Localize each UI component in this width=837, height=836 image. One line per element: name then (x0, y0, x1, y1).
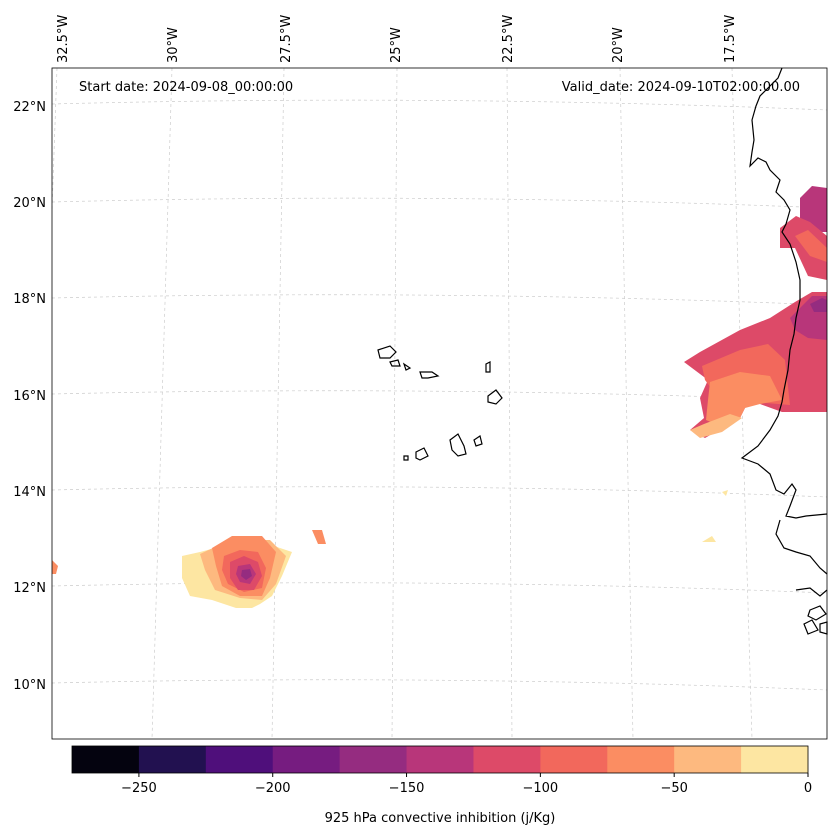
cin-contour-north-light (795, 230, 827, 262)
colorbar-title: 925 hPa convective inhibition (j/Kg) (325, 811, 556, 826)
cin-contour-north-mid (780, 216, 827, 280)
lon-label: 22.5°W (501, 15, 516, 63)
cin-contour-coast-pale (690, 414, 742, 438)
colorbar-swatch (72, 746, 140, 773)
cin-region-coast (684, 186, 827, 542)
gridline-lat-16 (51, 390, 828, 402)
gridline-lon-25 (391, 67, 398, 740)
island-brava (403, 455, 409, 461)
coastline-mauritania-senegal (740, 67, 828, 519)
island-fogo (415, 447, 429, 461)
cin-center-cluster (241, 569, 252, 580)
colorbar-ticks: −250 −200 −150 −100 −50 0 (121, 773, 812, 796)
cin-speck-14n (722, 490, 728, 496)
gridline-lon-30 (151, 67, 173, 740)
gridline-lon-27-5 (271, 67, 285, 740)
cape-verde-islands (377, 345, 503, 461)
cin-speck-cluster-ne (312, 530, 326, 544)
lat-label: 10°N (13, 678, 46, 693)
start-date-label: Start date: 2024-09-08_00:00:00 (79, 80, 293, 95)
lat-label: 12°N (13, 581, 46, 596)
colorbar-swatch (741, 746, 809, 773)
graticule (51, 67, 828, 740)
colorbar-swatch (205, 746, 274, 773)
gridline-lat-12 (51, 582, 828, 594)
colorbar: −250 −200 −150 −100 −50 0 925 hPa convective … (71, 745, 812, 826)
island-santo-antao (377, 345, 397, 359)
lon-label: 20°W (611, 27, 626, 63)
lat-label: 14°N (13, 485, 46, 500)
colorbar-swatches (72, 746, 809, 773)
colorbar-tick-label: −100 (523, 781, 559, 796)
gridline-lat-10 (51, 679, 828, 691)
island-santiago (449, 433, 467, 457)
map-background (52, 68, 827, 739)
island-maio (473, 435, 483, 447)
colorbar-swatch (339, 746, 408, 773)
gridline-lon-17-5 (731, 67, 753, 740)
coastline-islands-south (795, 587, 828, 635)
cin-speck-cluster-w (52, 560, 58, 574)
colorbar-swatch (607, 746, 675, 773)
lon-label: 32.5°W (56, 15, 71, 63)
coastline-west-africa (740, 67, 828, 635)
coastline-gambia-guinea-bissau (775, 519, 828, 575)
colorbar-tick-label: −250 (121, 781, 157, 796)
lon-axis: 32.5°W 30°W 27.5°W 25°W 22.5°W 20°W 17.5… (56, 15, 738, 63)
cin-contour-coast-light (706, 372, 782, 426)
gridline-lon-22-5 (506, 67, 513, 740)
colorbar-swatch (406, 746, 474, 773)
lat-label: 22°N (13, 100, 46, 115)
lat-label: 18°N (13, 292, 46, 307)
colorbar-tick-label: −150 (389, 781, 425, 796)
colorbar-swatch (674, 746, 742, 773)
colorbar-swatch (138, 746, 207, 773)
colorbar-frame (71, 745, 809, 774)
island-sal (485, 361, 491, 373)
colorbar-tick-label: −200 (255, 781, 291, 796)
lon-label: 30°W (166, 27, 181, 63)
colorbar-tick-label: 0 (804, 781, 812, 796)
lat-label: 20°N (13, 196, 46, 211)
island-sao-vicente (389, 359, 401, 367)
lat-axis: 22°N 20°N 18°N 16°N 14°N 12°N 10°N (13, 100, 46, 693)
colorbar-swatch (272, 746, 341, 773)
island-boa-vista (487, 389, 503, 405)
lon-label: 17.5°W (723, 15, 738, 63)
colorbar-swatch (540, 746, 608, 773)
colorbar-tick-label: −50 (660, 781, 687, 796)
map-frame (51, 67, 828, 740)
lon-label: 27.5°W (279, 15, 294, 63)
cin-contour-north-strip (800, 186, 827, 232)
gridline-lat-22 (51, 99, 828, 111)
gridline-lat-18 (51, 294, 828, 306)
gridline-lat-20 (51, 197, 828, 209)
map-panel: Start date: 2024-09-08_00:00:00 Valid_da… (51, 67, 828, 740)
valid-date-label: Valid_date: 2024-09-10T02:00:00.00 (562, 80, 800, 95)
cin-speck-13n (702, 536, 716, 542)
gridline-lon-20 (619, 67, 634, 740)
cin-region-cluster (52, 530, 326, 608)
island-santa-luzia (402, 362, 412, 371)
colorbar-swatch (473, 746, 541, 773)
island-sao-nicolau (419, 371, 440, 379)
lat-label: 16°N (13, 389, 46, 404)
gridline-lat-14 (51, 486, 828, 498)
lon-label: 25°W (389, 27, 404, 63)
cin-core-coast (810, 298, 827, 312)
